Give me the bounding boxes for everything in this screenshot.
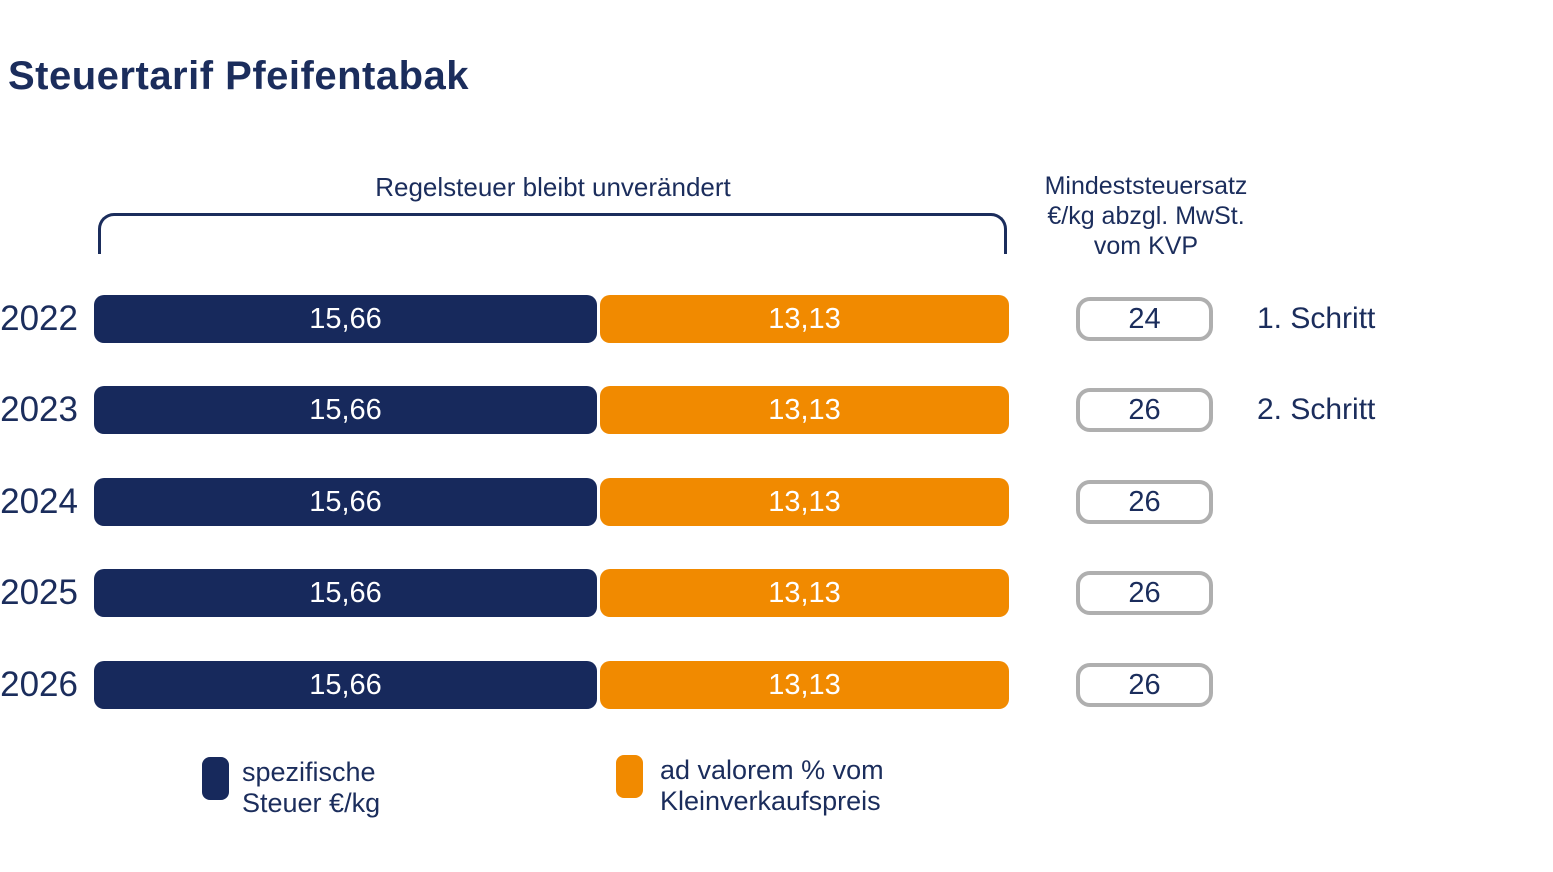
table-row: 2024 15,66 13,13 26	[0, 478, 1553, 526]
legend-ad-valorem-line-2: Kleinverkaufspreis	[660, 786, 881, 816]
ad-valorem-bar: 13,13	[600, 569, 1009, 617]
ad-valorem-bar: 13,13	[600, 295, 1009, 343]
min-tax-header-line-3: vom KVP	[1093, 232, 1199, 260]
min-tax-column-header: Mindeststeuersatz €/kg abzgl. MwSt. vom …	[1022, 171, 1270, 261]
min-tax-value-box: 26	[1076, 663, 1213, 707]
min-tax-header-line-2: €/kg abzgl. MwSt.	[1047, 202, 1245, 230]
bracket-annotation-label: Regelsteuer bleibt unverändert	[375, 172, 731, 202]
specific-tax-bar: 15,66	[94, 386, 597, 434]
bracket-shape	[98, 213, 1007, 254]
table-row: 2025 15,66 13,13 26	[0, 569, 1553, 617]
table-row: 2023 15,66 13,13 26 2. Schritt	[0, 386, 1553, 434]
specific-tax-bar: 15,66	[94, 478, 597, 526]
year-label: 2022	[0, 299, 78, 338]
legend-specific-line-2: Steuer €/kg	[242, 788, 381, 818]
year-label: 2025	[0, 573, 78, 612]
year-label: 2023	[0, 390, 78, 429]
ad-valorem-bar: 13,13	[600, 478, 1009, 526]
specific-tax-bar: 15,66	[94, 295, 597, 343]
legend-swatch-ad-valorem	[616, 755, 643, 798]
ad-valorem-bar: 13,13	[600, 661, 1009, 709]
table-row: 2026 15,66 13,13 26	[0, 661, 1553, 709]
legend-label-ad-valorem: ad valorem % vom Kleinverkaufspreis	[660, 755, 884, 817]
legend-label-specific: spezifische Steuer €/kg	[242, 757, 380, 819]
specific-tax-bar: 15,66	[94, 569, 597, 617]
page-title: Steuertarif Pfeifentabak	[8, 54, 470, 98]
step-label: 1. Schritt	[1257, 302, 1376, 335]
legend-ad-valorem-line-1: ad valorem % vom	[660, 755, 884, 785]
min-tax-value-box: 26	[1076, 480, 1213, 524]
min-tax-header-line-1: Mindeststeuersatz	[1044, 172, 1248, 200]
year-label: 2026	[0, 665, 78, 704]
min-tax-value-box: 24	[1076, 297, 1213, 341]
legend-specific-line-1: spezifische	[242, 757, 376, 787]
year-label: 2024	[0, 482, 78, 521]
min-tax-value-box: 26	[1076, 571, 1213, 615]
min-tax-value-box: 26	[1076, 388, 1213, 432]
ad-valorem-bar: 13,13	[600, 386, 1009, 434]
legend-swatch-specific	[202, 757, 229, 800]
step-label: 2. Schritt	[1257, 393, 1376, 426]
specific-tax-bar: 15,66	[94, 661, 597, 709]
table-row: 2022 15,66 13,13 24 1. Schritt	[0, 295, 1553, 343]
